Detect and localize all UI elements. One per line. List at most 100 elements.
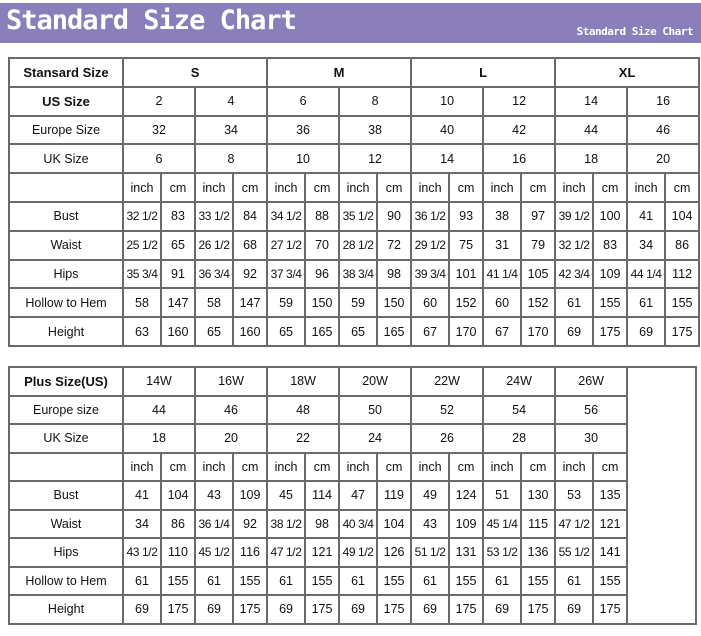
table-cell: 67 (482, 316, 523, 347)
unit-header: cm (232, 451, 269, 482)
table-cell: 69 (266, 594, 307, 625)
table-cell: 26 1/2 (194, 229, 234, 261)
table-cell: 84 (231, 200, 269, 232)
table-cell: 83 (160, 200, 196, 232)
row-label: Height (8, 316, 124, 347)
table-cell: 155 (448, 565, 485, 596)
size-group-header: XL (554, 57, 701, 88)
header-banner: Standard Size Chart Standard Size Chart (0, 3, 701, 43)
us-size-row: US Size 2 4 6 8 10 12 14 16 (8, 85, 701, 117)
table-cell: 98 (376, 258, 413, 290)
unit-header: inch (410, 172, 451, 203)
unit-header: cm (376, 451, 413, 482)
table-cell: 14 (410, 143, 485, 175)
table-cell: 34 (122, 508, 162, 539)
standard-size-table: Stansard Size S M L XL US Size 2 4 6 8 10 12 14 16 Eur… (8, 57, 701, 347)
measurement-row: Hollow to Hem 58 147 58 147 59 150 59 150 60 152 60… (8, 287, 701, 319)
unit-header: cm (520, 451, 557, 482)
table-cell: 53 (554, 480, 595, 511)
table-cell: 36 3/4 (194, 258, 234, 290)
empty-cell (8, 451, 124, 482)
table-cell: 67 (410, 316, 451, 347)
row-label: UK Size (8, 423, 124, 454)
size-group-row: Stansard Size S M L XL (8, 57, 701, 88)
measurement-row: Bust 32 1/2 83 33 1/2 84 34 1/2 88 35 1/2 90 36 1… (8, 200, 701, 232)
table-cell: 53 1/2 (482, 537, 523, 568)
size-group-header: M (266, 57, 413, 88)
table-cell: 141 (592, 537, 629, 568)
table-cell: 47 (338, 480, 379, 511)
table-cell: 155 (376, 565, 413, 596)
table-cell: 18 (121, 423, 197, 454)
table-cell: 61 (410, 565, 451, 596)
row-label: Bust (8, 200, 124, 232)
table-cell: 86 (159, 508, 197, 539)
measurement-row: Hollow to Hem 61 155 61 155 61 155 61 155 61 155 61… (8, 565, 696, 596)
table-cell: 72 (376, 229, 413, 261)
table-cell: 69 (482, 594, 523, 625)
table-cell: 155 (232, 565, 269, 596)
size-header: 18W (266, 366, 341, 397)
table-cell: 61 (338, 565, 379, 596)
unit-header: inch (482, 451, 523, 482)
table-cell: 31 (482, 229, 523, 261)
table-cell: 38 3/4 (338, 258, 379, 290)
table-cell: 121 (304, 537, 341, 568)
table-cell: 88 (304, 200, 341, 232)
table-cell: 34 (626, 229, 667, 261)
unit-header: inch (266, 451, 307, 482)
table-cell: 46 (626, 114, 701, 146)
table-cell: 131 (448, 537, 485, 568)
table-cell: 109 (232, 480, 269, 511)
table-cell: 48 (266, 394, 341, 425)
table-cell: 44 (554, 114, 629, 146)
europe-size-row: Europe Size 32 34 36 38 40 42 44 46 (8, 114, 701, 146)
row-label: Europe Size (8, 114, 124, 146)
table-cell: 165 (376, 316, 413, 347)
table-cell: 46 (194, 394, 269, 425)
table-cell: 39 1/2 (554, 200, 595, 232)
row-label: Hollow to Hem (8, 287, 124, 319)
table-cell: 42 (482, 114, 557, 146)
row-label: Waist (8, 508, 124, 539)
table-cell: 29 1/2 (410, 229, 451, 261)
row-label: UK Size (8, 143, 124, 175)
table-cell: 10 (266, 143, 341, 175)
plus-size-row: Plus Size(US) 14W 16W 18W 20W 22W 24W 26W (8, 366, 698, 625)
table-cell: 175 (448, 594, 485, 625)
unit-header: cm (448, 172, 485, 203)
table-cell: 36 (266, 114, 341, 146)
table-cell: 155 (592, 287, 629, 319)
row-label: US Size (8, 85, 124, 117)
table-cell: 47 1/2 (554, 508, 595, 539)
size-header: 14W (121, 366, 197, 397)
table-cell: 12 (482, 85, 557, 117)
size-header: 20W (338, 366, 413, 397)
unit-header: inch (482, 172, 523, 203)
unit-header: cm (304, 172, 341, 203)
page-title: Standard Size Chart (6, 5, 297, 36)
row-label: Waist (8, 229, 124, 261)
unit-header: inch (122, 172, 162, 203)
table-cell: 152 (448, 287, 485, 319)
table-cell: 60 (410, 287, 451, 319)
unit-header: inch (122, 451, 162, 482)
table-cell: 36 1/4 (194, 508, 235, 539)
row-label: Europe size (8, 394, 124, 425)
table-cell: 65 (338, 316, 379, 347)
row-label: Hollow to Hem (8, 565, 124, 596)
table-cell: 147 (160, 287, 196, 319)
unit-header: cm (304, 451, 341, 482)
unit-header: inch (266, 172, 307, 203)
table-cell: 61 (266, 565, 307, 596)
table-cell: 147 (231, 287, 269, 319)
size-group-header: L (410, 57, 557, 88)
plus-size-table: Plus Size(US) 14W 16W 18W 20W 22W 24W 26W Europe… (8, 366, 698, 625)
size-header: 16W (194, 366, 269, 397)
table-cell: 12 (338, 143, 413, 175)
table-cell: 165 (304, 316, 341, 347)
table-cell: 90 (376, 200, 413, 232)
unit-header: inch (194, 451, 235, 482)
empty-cell (8, 172, 124, 203)
table-cell: 65 (266, 316, 307, 347)
